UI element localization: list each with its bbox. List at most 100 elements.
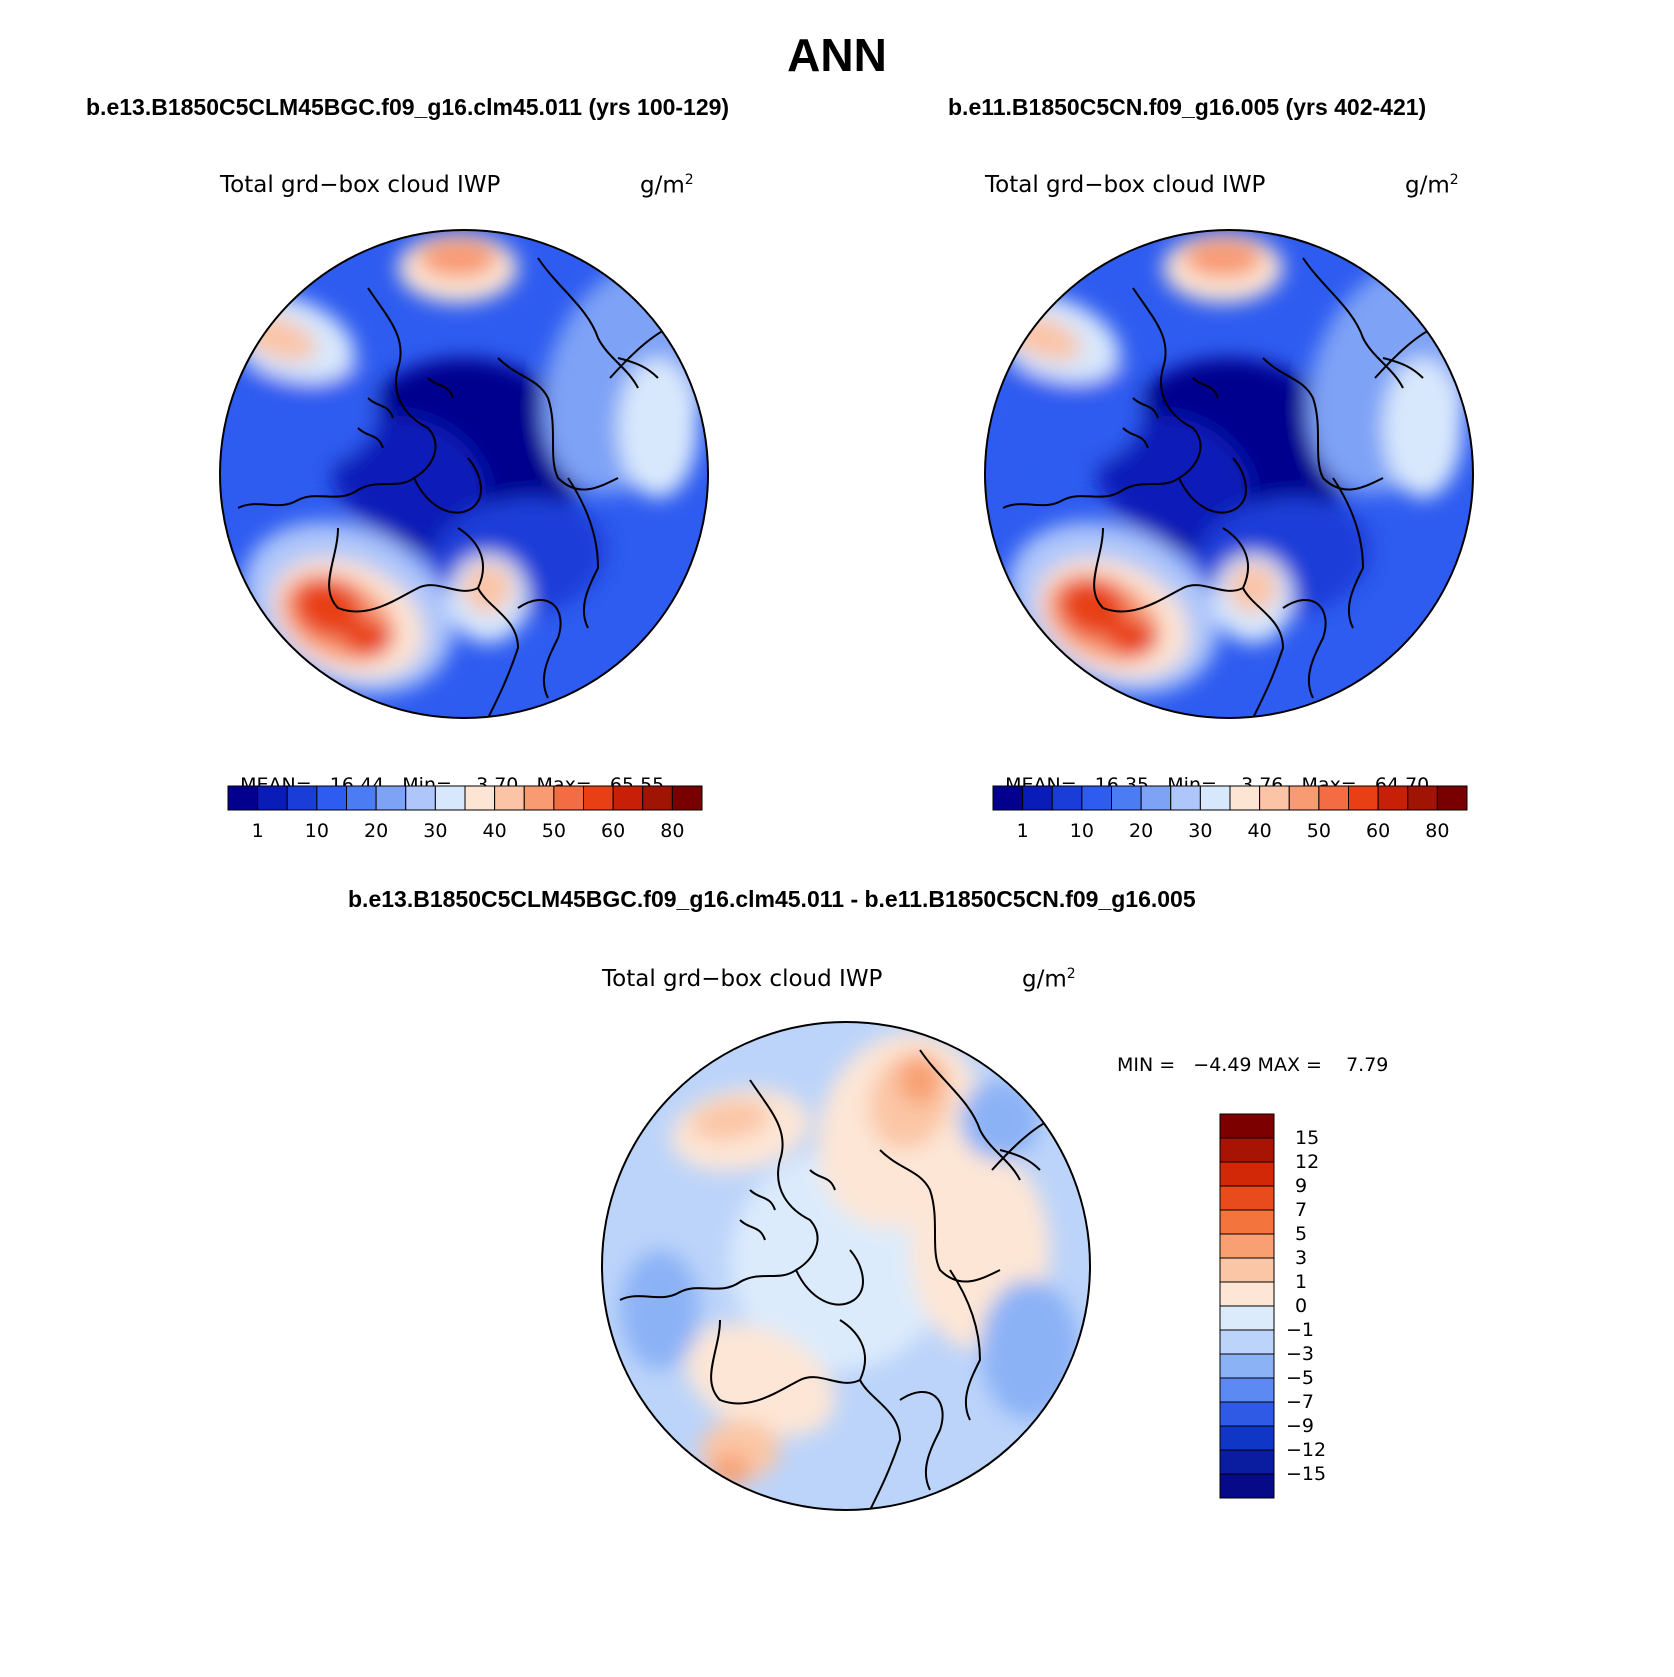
coastline-path [919, 1049, 1021, 1181]
field-contour-blob [898, 1056, 942, 1104]
colorbar-box [434, 785, 466, 811]
coastline-path [237, 287, 437, 509]
colorbar-box [1219, 1113, 1275, 1139]
colorbar-tick-label: 30 [1188, 820, 1213, 842]
colorbar-box [1219, 1425, 1275, 1451]
field-layer-group [602, 1022, 1090, 1510]
colorbar-box [1407, 785, 1438, 811]
coastline-path [328, 527, 484, 613]
map-boundary-circle [984, 229, 1474, 719]
field-contour-blob [238, 348, 378, 468]
coastline-path [1262, 357, 1384, 491]
colorbar-box [642, 785, 673, 811]
field-contour-blob [343, 620, 393, 656]
field-contour-blob [1095, 415, 1251, 541]
field-contour-blob [690, 1099, 770, 1141]
coastline-path [537, 257, 639, 389]
colorbar-box [523, 785, 555, 811]
field-contour-blob [620, 1250, 700, 1370]
colorbar-tick-label: −15 [1286, 1463, 1327, 1485]
colorbar-box [1348, 785, 1379, 811]
coastline-path [899, 1390, 944, 1491]
coastline-path [1093, 527, 1249, 613]
colorbar-tick-label: 1 [1295, 1271, 1308, 1293]
colorbar-tick-label: 10 [304, 820, 329, 842]
colorbar-tick-label: −12 [1286, 1439, 1327, 1461]
colorbar-box [1288, 785, 1320, 811]
colorbar-box [1219, 1137, 1275, 1163]
colorbar-tick-label: 1 [1016, 820, 1029, 842]
colorbar-tick-label: 20 [1129, 820, 1154, 842]
coastline-path [1122, 377, 1219, 449]
colorbar-box [1219, 1353, 1275, 1379]
panel1-variable-label: Total grd−box cloud IWP [220, 172, 501, 198]
field-contour-blob [1108, 620, 1158, 656]
colorbar-tick-label: −1 [1286, 1319, 1315, 1341]
colorbar-tick-label: 15 [1295, 1127, 1320, 1149]
colorbar-box [1219, 1161, 1275, 1187]
coastline-path [1242, 587, 1285, 718]
coastline-path [617, 357, 659, 379]
colorbar-tick-label: 60 [601, 820, 626, 842]
panel1-units-base: g/m [640, 172, 685, 199]
coastline-path [497, 357, 619, 491]
colorbar-box [1219, 1185, 1275, 1211]
field-contour-blob [684, 1323, 836, 1437]
coastline-path [1178, 457, 1247, 514]
coastline-path [357, 377, 454, 449]
colorbar-box [1022, 785, 1053, 811]
colorbar-tick-label: 40 [482, 820, 507, 842]
field-contour-blob [330, 415, 486, 541]
colorbar-tick-label: 1 [251, 820, 264, 842]
coastline-path [413, 457, 482, 514]
panel3-minmax-text: MIN = −4.49 MAX = 7.79 [1117, 1054, 1389, 1076]
colorbar-box [1219, 1209, 1275, 1235]
colorbar-tick-label: −9 [1286, 1415, 1315, 1437]
colorbar-box [1219, 1329, 1275, 1355]
panel2-units-base: g/m [1405, 172, 1450, 199]
colorbar-box [346, 785, 377, 811]
field-contour-blob [1059, 578, 1127, 638]
colorbar-box [1219, 1377, 1275, 1403]
coastline-path [1332, 477, 1365, 629]
field-layer-group [985, 230, 1473, 718]
panel3-units-exp: 2 [1066, 966, 1076, 982]
colorbar-tick-label: −3 [1286, 1343, 1315, 1365]
panel2-colorbar-ticks: 1 10 20 30 40 50 60 80 [991, 820, 1469, 844]
colorbar-tick-label: 80 [660, 820, 685, 842]
panel3-variable-label: Total grd−box cloud IWP [602, 966, 883, 992]
colorbar-box [1219, 1473, 1275, 1499]
panel2-case-title: b.e11.B1850C5CN.f09_g16.005 (yrs 402-421… [948, 94, 1427, 120]
panel2-map [984, 229, 1474, 719]
field-contour-blob [294, 578, 362, 638]
panel2-colorbar [992, 785, 1468, 811]
field-contour-blob [618, 358, 698, 498]
colorbar-box [227, 785, 259, 811]
colorbar-box [494, 785, 525, 811]
coastline-path [477, 587, 520, 718]
panel1-units-exp: 2 [684, 172, 694, 188]
panel1-map [219, 229, 709, 719]
colorbar-box [1219, 1233, 1275, 1259]
colorbar-box [375, 785, 407, 811]
colorbar-tick-label: 60 [1366, 820, 1391, 842]
colorbar-tick-label: 50 [541, 820, 566, 842]
colorbar-box [1111, 785, 1142, 811]
colorbar-box [1219, 1305, 1275, 1331]
colorbar-box [1140, 785, 1172, 811]
panel1-units: g/m2 [640, 172, 694, 199]
coastline-path [710, 1319, 866, 1405]
colorbar-box [1377, 785, 1409, 811]
colorbar-box [553, 785, 584, 811]
coastline-group [619, 1049, 1051, 1510]
colorbar-tick-label: 20 [364, 820, 389, 842]
coastline-path [859, 1379, 902, 1510]
field-contour-blob [960, 1080, 1040, 1160]
colorbar-tick-label: 0 [1295, 1295, 1308, 1317]
colorbar-box [1081, 785, 1112, 811]
coastline-path [739, 1169, 836, 1241]
colorbar-box [992, 785, 1024, 811]
main-title: ANN [787, 29, 887, 81]
coastline-path [879, 1149, 1001, 1283]
colorbar-box [1219, 1281, 1275, 1307]
